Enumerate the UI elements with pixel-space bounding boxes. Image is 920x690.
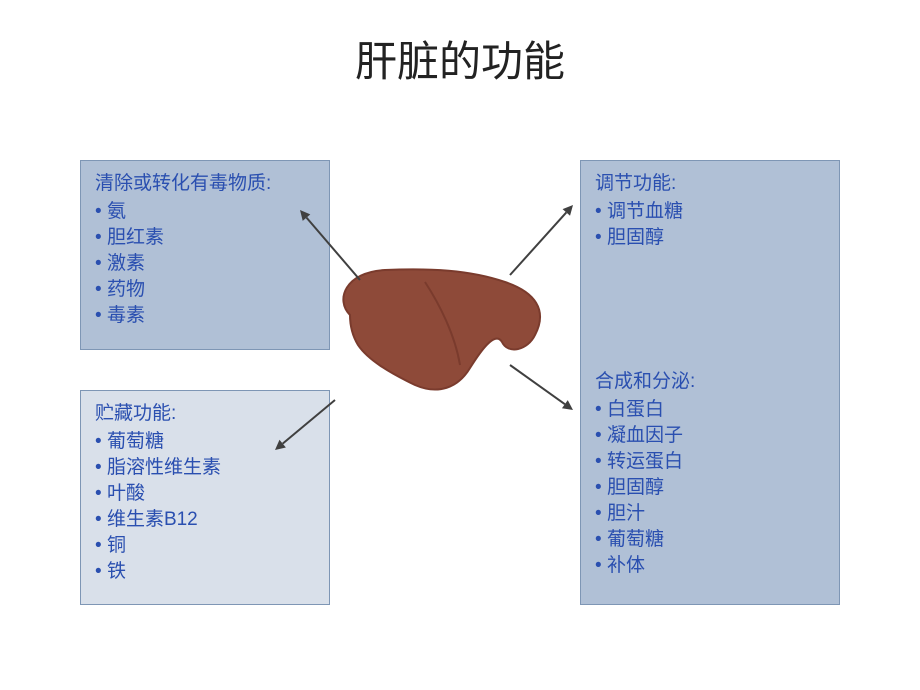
list-item: 胆红素	[95, 225, 315, 251]
arrow-icon	[290, 200, 372, 292]
arrow-icon	[270, 395, 347, 462]
arrow-icon	[505, 360, 585, 422]
box-detox-list: 氨 胆红素 激素 药物 毒素	[95, 199, 315, 329]
box-synthesis-list: 白蛋白 凝血因子 转运蛋白 胆固醇 胆汁 葡萄糖 补体	[595, 397, 825, 579]
list-item: 白蛋白	[595, 397, 825, 423]
list-item: 胆汁	[595, 501, 825, 527]
list-item: 毒素	[95, 303, 315, 329]
list-item: 叶酸	[95, 481, 315, 507]
box-right: 调节功能: 调节血糖 胆固醇 合成和分泌: 白蛋白 凝血因子 转运蛋白 胆固醇 …	[580, 160, 840, 605]
box-detox-header: 清除或转化有毒物质:	[95, 171, 315, 197]
page-title: 肝脏的功能	[0, 28, 920, 89]
list-item: 补体	[595, 553, 825, 579]
list-item: 调节血糖	[595, 199, 825, 225]
box-synthesis-header: 合成和分泌:	[595, 369, 825, 395]
list-item: 氨	[95, 199, 315, 225]
box-regulation-list: 调节血糖 胆固醇	[595, 199, 825, 251]
box-regulation-header: 调节功能:	[595, 171, 825, 197]
list-item: 激素	[95, 251, 315, 277]
list-item: 胆固醇	[595, 225, 825, 251]
list-item: 葡萄糖	[595, 527, 825, 553]
arrow-icon	[505, 195, 585, 287]
list-item: 药物	[95, 277, 315, 303]
list-item: 凝血因子	[595, 423, 825, 449]
list-item: 转运蛋白	[595, 449, 825, 475]
list-item: 铁	[95, 559, 315, 585]
list-item: 铜	[95, 533, 315, 559]
slide: 肝脏的功能 清除或转化有毒物质: 氨 胆红素 激素 药物 毒素 贮藏功能: 葡萄…	[0, 0, 920, 690]
list-item: 胆固醇	[595, 475, 825, 501]
list-item: 维生素B12	[95, 507, 315, 533]
